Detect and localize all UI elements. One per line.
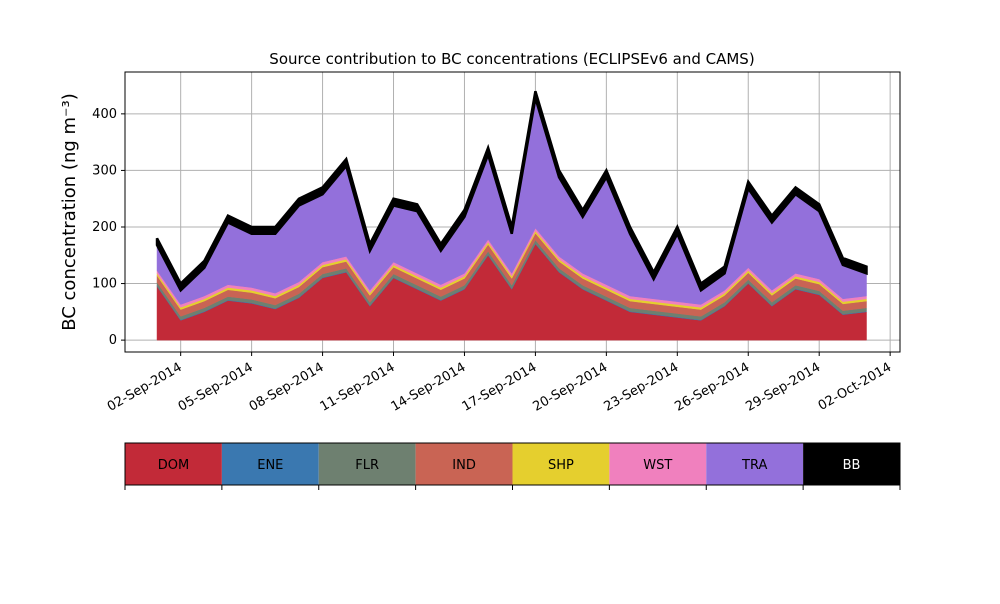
y-tick-label: 200 [92,220,117,235]
y-tick-label: 300 [92,163,117,178]
x-tick-label: 20-Sep-2014 [531,360,611,415]
legend-label: SHP [548,458,574,473]
x-tick-label: 08-Sep-2014 [247,360,327,415]
legend-label: ENE [257,458,283,473]
chart-title: Source contribution to BC concentrations… [269,50,754,68]
legend-swatch [415,443,513,485]
y-axis-label: BC concentration (ng m⁻³) [59,93,80,331]
legend-swatch [803,443,900,485]
x-tick-label: 05-Sep-2014 [176,360,256,415]
legend-swatch [706,443,804,485]
y-tick-label: 0 [109,333,117,348]
plot-frame [124,71,901,353]
area [155,90,868,293]
legend-label: DOM [158,458,189,473]
x-tick-label: 29-Sep-2014 [743,360,823,415]
legend-swatch [318,443,416,485]
legend-swatch [512,443,610,485]
legend-label: BB [843,458,861,473]
y-tick-label: 400 [92,107,117,122]
legend-label: FLR [355,458,379,473]
legend-label: IND [452,458,476,473]
x-tick-label: 11-Sep-2014 [318,360,398,415]
legend-swatch [221,443,319,485]
x-tick-label: 17-Sep-2014 [460,360,540,415]
x-tick-label: 02-Oct-2014 [816,360,894,414]
x-tick-label: 26-Sep-2014 [672,360,752,415]
x-tick-label: 02-Sep-2014 [105,360,185,415]
legend-label: WST [643,458,672,473]
x-tick-label: 14-Sep-2014 [389,360,469,415]
legend-label: TRA [741,458,767,473]
x-tick-label: 23-Sep-2014 [601,360,681,415]
y-tick-label: 100 [92,277,117,292]
legend-swatch [609,443,707,485]
legend-swatch [125,443,222,485]
